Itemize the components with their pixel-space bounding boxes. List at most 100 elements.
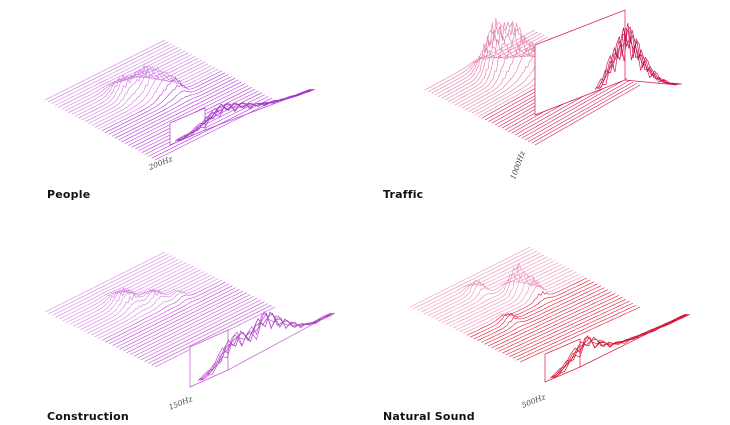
people-terrain-plot: 200Hz [44, 39, 315, 172]
terrain-ridge-line [94, 67, 216, 128]
terrain-ridge-line [534, 84, 641, 146]
terrain-ridge-line [441, 264, 563, 324]
terrain-ridge-line [528, 81, 634, 142]
spectrum-line [179, 88, 315, 141]
terrain-ridge-line [521, 78, 628, 139]
terrain-ridge-line [495, 293, 616, 350]
natural-sound-terrain-plot: 500Hz [409, 246, 690, 410]
terrain-ridge-line [154, 99, 276, 161]
terrain-ridge-line [84, 61, 206, 123]
natural-sound-title: Natural Sound [383, 410, 475, 423]
terrain-ridge-line [463, 275, 584, 334]
terrain-ridge-line [438, 262, 559, 322]
frequency-label: 1000Hz [508, 150, 527, 181]
terrain-ridge-line [413, 248, 534, 310]
terrain-ridge-line [54, 45, 176, 106]
traffic-terrain-plot: 1000Hz [424, 9, 682, 181]
terrain-ridge-line [473, 281, 595, 340]
terrain-ridge-line [118, 79, 239, 141]
panel-traffic: 1000Hz Traffic [365, 0, 730, 212]
spectrum-line [177, 89, 313, 142]
terrain-ridge-line [98, 68, 219, 130]
terrain-ridge-line [459, 273, 580, 333]
terrain-ridge-line [455, 271, 577, 331]
terrain-ridge-line [101, 70, 222, 132]
terrain-ridge-line [44, 251, 166, 313]
terrain-ridge-line [58, 47, 179, 108]
terrain-ridge-line [498, 295, 619, 352]
terrain-ridge-line [88, 63, 209, 124]
spectrum-line [554, 313, 690, 378]
terrain-ridge-line [434, 260, 555, 320]
terrain-ridge-line [114, 77, 236, 139]
frequency-label: 500Hz [520, 392, 546, 410]
terrain-ridge-line [44, 39, 166, 101]
terrain-ridge-line [122, 290, 244, 352]
terrain-ridge-line [48, 253, 169, 315]
spectrum-line [178, 88, 314, 141]
terrain-ridge-line [470, 279, 591, 338]
terrain-ridge-line [445, 265, 566, 325]
terrain-ridge-line [51, 43, 172, 104]
terrain-ridge-line [477, 283, 598, 341]
terrain-ridge-line [112, 285, 233, 346]
terrain-ridge-line [427, 256, 548, 317]
terrain-ridge-line [69, 264, 190, 325]
terrain-ridge-line [140, 299, 261, 361]
panel-construction: 150Hz Construction [0, 212, 365, 425]
terrain-ridge-line [531, 83, 637, 144]
spectrum-line [201, 311, 334, 381]
terrain-ridge-line [137, 297, 258, 359]
terrain-ridge-line [151, 97, 272, 159]
terrain-ridge-line [512, 302, 634, 359]
terrain-ridge-line [434, 34, 545, 96]
construction-terrain-plot: 150Hz [44, 251, 335, 412]
terrain-ridge-line [115, 287, 237, 348]
terrain-ridge-line [126, 292, 247, 354]
terrain-ridge-line [524, 79, 631, 141]
panel-natural-sound: 500Hz Natural Sound [365, 212, 730, 425]
terrain-ridge-line [505, 299, 626, 356]
terrain-ridge-line [94, 276, 215, 338]
spectrum-axis [227, 314, 331, 371]
terrain-ridge-line [130, 294, 251, 355]
terrain-ridge-line [452, 269, 573, 329]
terrain-ridge-line [516, 304, 637, 361]
traffic-title: Traffic [383, 188, 424, 201]
terrain-ridge-line [409, 246, 531, 308]
people-title: People [47, 188, 91, 201]
spectrum-card [169, 107, 206, 146]
terrain-ridge-line [151, 304, 272, 366]
frequency-label: 150Hz [167, 394, 193, 412]
terrain-ridge-line [59, 258, 180, 320]
terrain-ridge-line [519, 306, 641, 363]
terrain-ridge-line [55, 257, 176, 318]
terrain-ridge-line [83, 271, 205, 332]
spectrum-line [598, 29, 681, 89]
terrain-ridge-line [121, 81, 242, 143]
terrain-ridge-line [491, 291, 612, 349]
terrain-ridge-line [124, 83, 246, 144]
terrain-ridge-line [466, 277, 587, 336]
terrain-ridge-line [509, 300, 630, 357]
terrain-ridge-line [101, 280, 222, 341]
terrain-ridge-line [416, 250, 538, 311]
terrain-ridge-line [81, 59, 202, 121]
spectrum-card [189, 329, 229, 388]
spectrum-card [534, 9, 626, 116]
terrain-ridge-line [105, 281, 226, 343]
terrain-ridge-line [111, 76, 232, 137]
construction-title: Construction [47, 410, 129, 423]
terrain-ridge-line [90, 274, 212, 336]
terrain-ridge-line [431, 33, 542, 94]
terrain-ridge-line [87, 273, 208, 334]
terrain-ridge-line [51, 255, 173, 316]
spectrum-line [599, 26, 682, 89]
spectrum-card [544, 338, 581, 383]
terrain-ridge-line [62, 260, 183, 322]
terrain-ridge-line [480, 285, 602, 343]
terrain-ridge-line [104, 72, 226, 133]
terrain-ridge-line [144, 301, 265, 362]
spectrum-line [597, 22, 680, 90]
terrain-ridge-line [80, 269, 201, 330]
